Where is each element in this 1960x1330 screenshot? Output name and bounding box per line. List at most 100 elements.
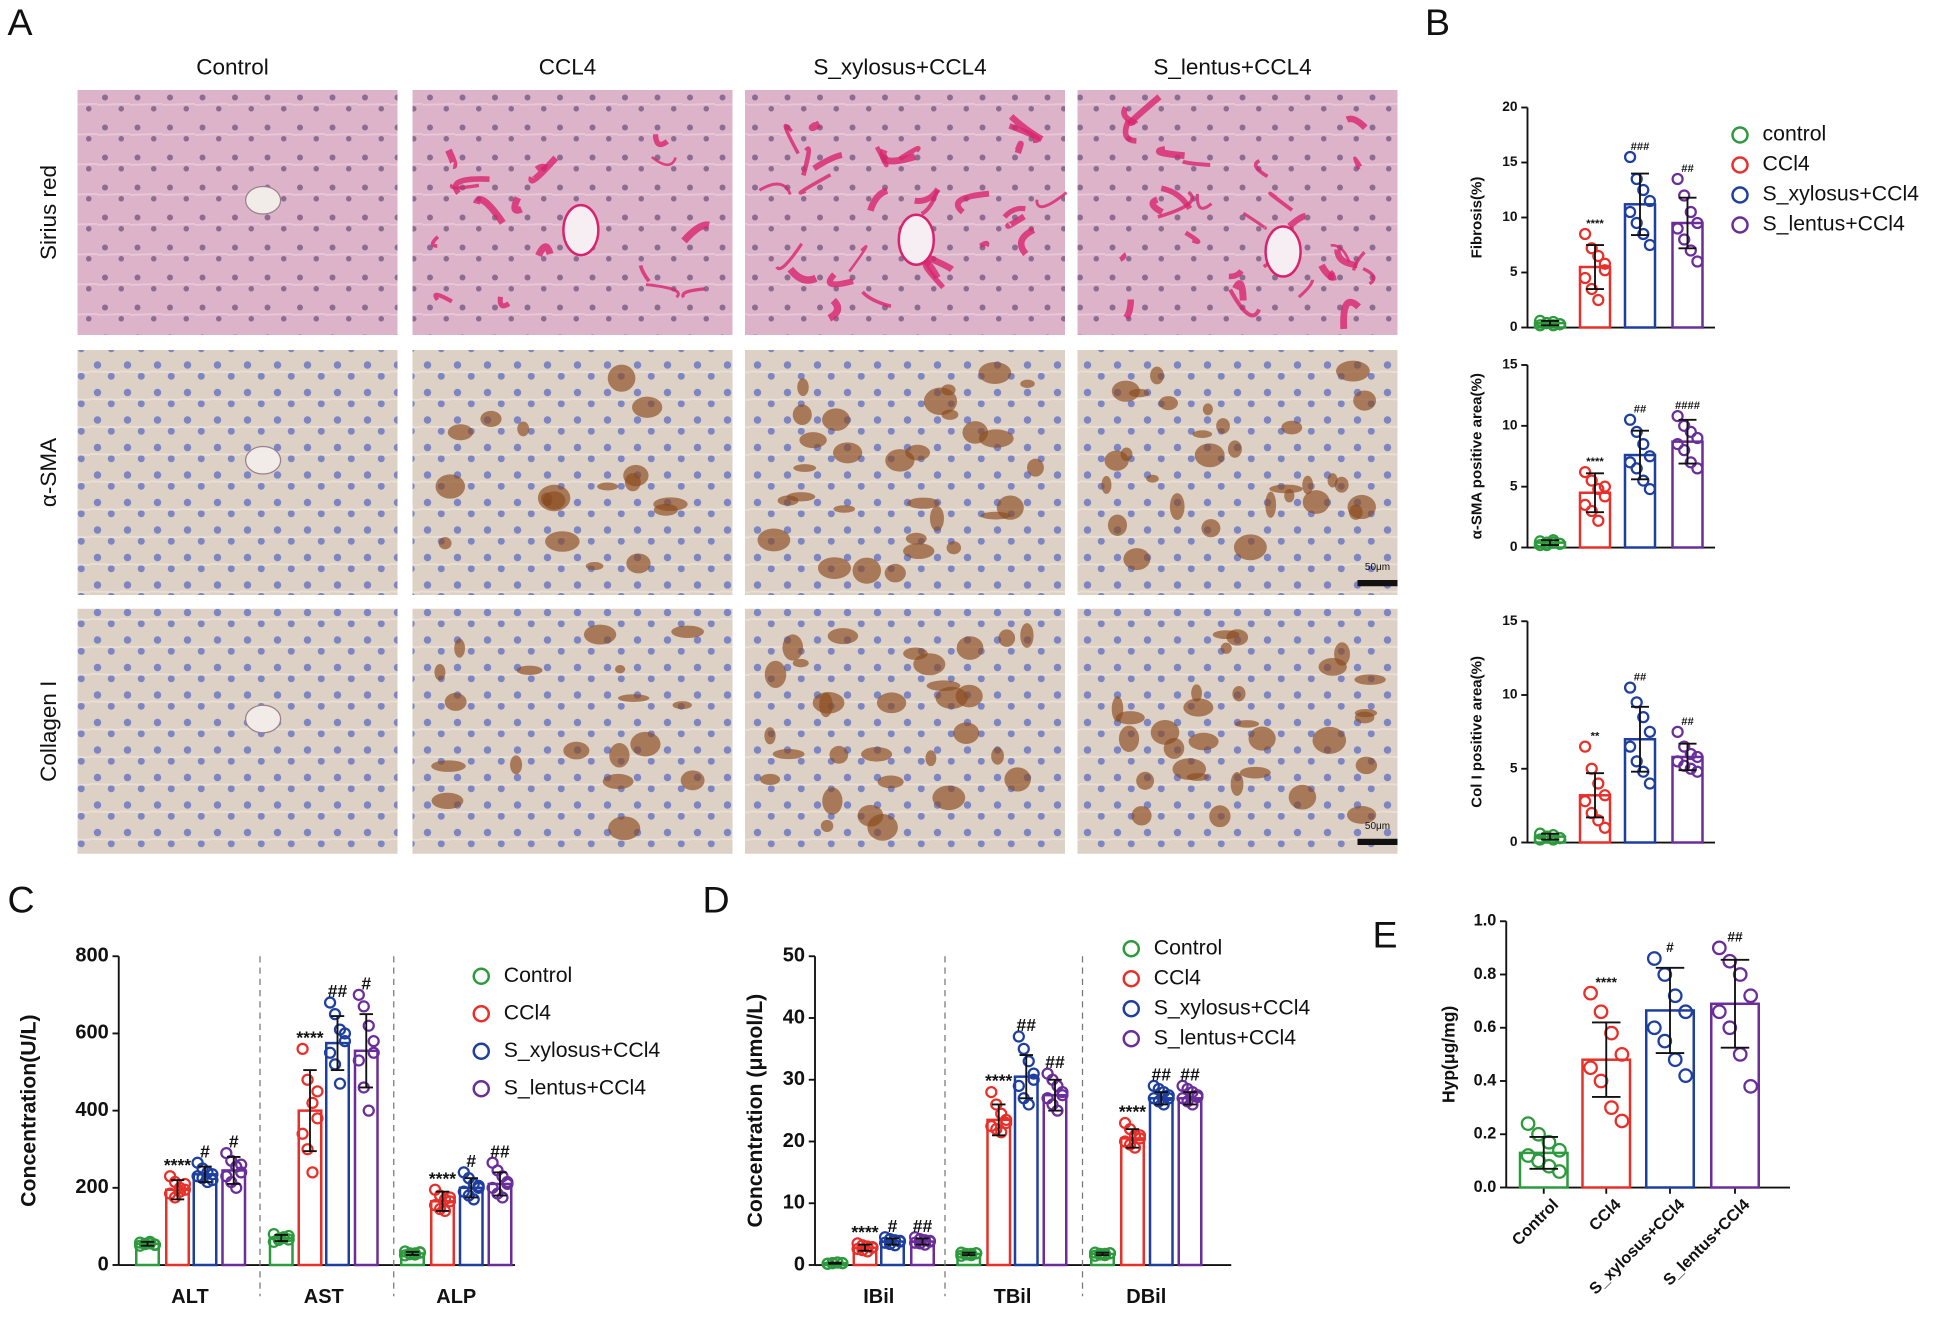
y-tick-label: 0 [1510, 834, 1518, 849]
stain-patch [929, 505, 944, 532]
significance: **** [1119, 1102, 1146, 1122]
data-point [1732, 967, 1748, 982]
y-tick-label: 5 [1510, 760, 1518, 775]
data-point [1520, 1116, 1536, 1131]
stain-patch [885, 449, 915, 472]
stain-patch [820, 819, 834, 833]
fibrosis-streak [1297, 279, 1315, 299]
stain-patch [607, 364, 636, 392]
data-point [1604, 1025, 1619, 1041]
data-point [296, 1127, 309, 1140]
significance: ## [1727, 930, 1743, 945]
data-point [282, 1233, 295, 1246]
data-point [1691, 462, 1704, 475]
stain-patch [1354, 674, 1386, 685]
significance: ### [1631, 141, 1651, 153]
data-point [1592, 777, 1605, 790]
significance: ## [1180, 1065, 1200, 1085]
significance: **** [851, 1222, 878, 1242]
stain-patch [876, 692, 907, 714]
fibrosis-streak [1149, 196, 1164, 216]
fibrosis-streak [652, 134, 669, 148]
y-tick-label: 0.4 [1474, 1071, 1497, 1089]
fibrosis-streak [1330, 244, 1351, 263]
fibrosis-streak [954, 190, 990, 215]
legend-marker [472, 1080, 490, 1098]
data-point [1684, 762, 1697, 775]
fibrosis-streak [1014, 140, 1024, 155]
error-bar [140, 1240, 155, 1247]
data-point [1547, 536, 1560, 549]
histology-image [77, 90, 398, 335]
data-point [148, 1238, 162, 1251]
legend-marker [1122, 970, 1140, 988]
stain-patch [1115, 711, 1145, 725]
data-point [1691, 216, 1704, 230]
stain-patch [792, 404, 812, 426]
fibrosis-streak [638, 264, 651, 283]
x-tick-label: TBil [994, 1286, 1032, 1308]
data-point [1540, 830, 1553, 843]
stain-patch [480, 410, 502, 428]
legend-marker [1731, 186, 1749, 204]
y-tick-label: 0.8 [1474, 965, 1497, 983]
stain-patch [956, 636, 984, 660]
stain-patch [905, 532, 927, 545]
stain-patch [760, 773, 781, 786]
bar [1120, 1137, 1145, 1267]
error-bar [435, 1190, 450, 1212]
stain-patch [653, 497, 688, 512]
data-point [1711, 940, 1727, 956]
bar [192, 1173, 218, 1267]
fibrosis-streak [651, 156, 677, 167]
error-bar [227, 1155, 241, 1185]
y-tick-label: 0 [1510, 319, 1518, 334]
data-point [1598, 264, 1612, 277]
panel-label: E [1373, 913, 1398, 955]
data-point [1646, 951, 1662, 966]
histology-image [745, 608, 1065, 854]
data-point [1678, 419, 1691, 432]
stain-patch [1146, 474, 1159, 483]
data-point [1553, 318, 1567, 331]
data-point [1598, 480, 1612, 493]
tissue [412, 608, 733, 854]
fibrosis-streak [827, 297, 842, 322]
fibrosis-streak [783, 123, 800, 155]
column-label: S_xylosus+CCL4 [813, 55, 986, 80]
y-axis-title: Hyp(μg/mg) [1439, 1006, 1459, 1103]
stain-patch [1226, 629, 1249, 646]
stain-patch [1230, 772, 1244, 796]
data-point [1583, 1060, 1598, 1076]
data-point [1133, 1129, 1147, 1142]
fibrosis-streak [681, 221, 710, 244]
stain-patch [1027, 458, 1044, 477]
data-point [1643, 238, 1657, 252]
y-tick-label: 40 [783, 1006, 805, 1028]
stain-patch [877, 775, 904, 789]
fibrosis-streak [1362, 267, 1376, 286]
bar [1177, 1097, 1203, 1267]
data-point [230, 1181, 243, 1194]
data-point [296, 1042, 309, 1055]
fibrosis-streak [1156, 145, 1185, 160]
data-point [1598, 257, 1612, 270]
stain-patch [932, 785, 966, 811]
data-point [1598, 789, 1612, 802]
y-tick-label: 10 [1502, 687, 1518, 702]
data-point [1592, 814, 1605, 827]
data-point [235, 1158, 248, 1171]
stain-patch [817, 557, 852, 579]
data-point [1022, 1098, 1035, 1111]
tissue [412, 350, 733, 595]
data-point [1684, 205, 1697, 219]
data-point [1671, 725, 1684, 738]
data-point [1711, 1004, 1727, 1020]
histology-image [77, 350, 398, 595]
data-point [306, 1166, 319, 1179]
stain-patch [1163, 737, 1185, 759]
histology-image [412, 90, 733, 335]
data-point [893, 1234, 907, 1248]
fibrosis-streak [848, 245, 868, 273]
